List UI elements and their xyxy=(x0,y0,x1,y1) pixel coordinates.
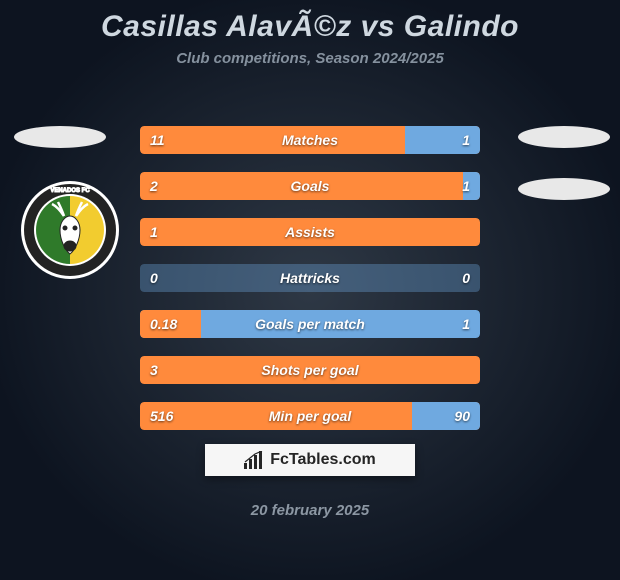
stat-value-right: 1 xyxy=(462,172,470,200)
stat-row: Assists1 xyxy=(140,218,480,246)
stat-row: Matches111 xyxy=(140,126,480,154)
stat-value-right: 0 xyxy=(462,264,470,292)
player-placeholder-right-1 xyxy=(518,126,610,148)
stats-container: Matches111Goals21Assists1Hattricks00Goal… xyxy=(140,126,480,448)
player-placeholder-right-2 xyxy=(518,178,610,200)
date-label: 20 february 2025 xyxy=(0,502,620,519)
stat-label: Goals per match xyxy=(140,310,480,338)
stat-row: Shots per goal3 xyxy=(140,356,480,384)
team-badge-left: VENADOS FC xyxy=(20,180,120,280)
svg-text:VENADOS FC: VENADOS FC xyxy=(50,188,90,194)
fctables-text: FcTables.com xyxy=(270,451,376,469)
stat-label: Shots per goal xyxy=(140,356,480,384)
stat-label: Matches xyxy=(140,126,480,154)
stat-value-left: 0 xyxy=(150,264,158,292)
stat-value-left: 0.18 xyxy=(150,310,177,338)
stat-row: Goals per match0.18 1 xyxy=(140,310,480,338)
stat-row: Hattricks0 0 xyxy=(140,264,480,292)
stat-label: Goals xyxy=(140,172,480,200)
stat-value-right: 1 xyxy=(462,126,470,154)
stat-row: Goals2 1 xyxy=(140,172,480,200)
subtitle: Club competitions, Season 2024/2025 xyxy=(0,50,620,67)
player-placeholder-left xyxy=(14,126,106,148)
stat-value-right: 90 xyxy=(454,402,470,430)
shield-icon: VENADOS FC xyxy=(20,180,120,280)
stat-value-left: 1 xyxy=(150,218,158,246)
stat-label: Min per goal xyxy=(140,402,480,430)
stat-label: Hattricks xyxy=(140,264,480,292)
bars-icon xyxy=(244,451,264,469)
page-title: Casillas AlavÃ©z vs Galindo xyxy=(0,0,620,44)
stat-value-right: 1 xyxy=(462,310,470,338)
stat-value-left: 516 xyxy=(150,402,173,430)
stat-row: Min per goal516 90 xyxy=(140,402,480,430)
stat-label: Assists xyxy=(140,218,480,246)
stat-value-left: 11 xyxy=(150,126,165,154)
stat-value-left: 3 xyxy=(150,356,158,384)
fctables-logo[interactable]: FcTables.com xyxy=(205,444,415,476)
stat-value-left: 2 xyxy=(150,172,158,200)
